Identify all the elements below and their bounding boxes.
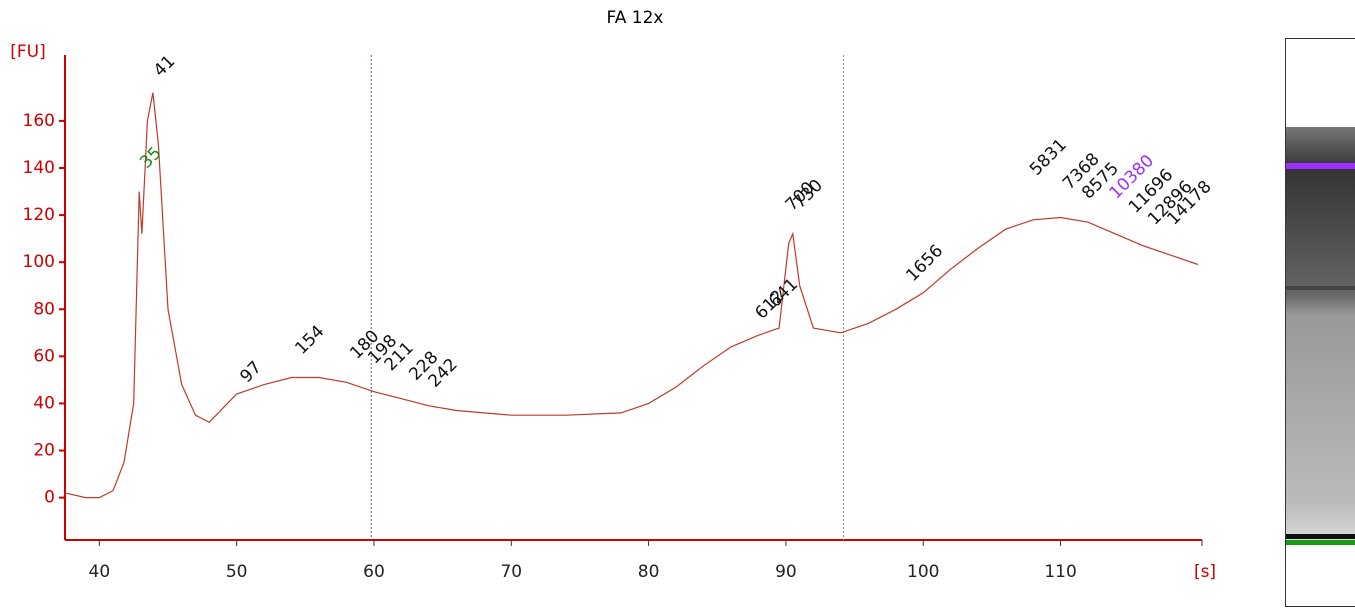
y-tick-label: 120 — [23, 205, 55, 225]
x-tick-label: 100 — [907, 562, 939, 582]
x-tick-label: 80 — [638, 562, 660, 582]
y-tick-label: 0 — [44, 488, 55, 508]
x-tick-label: 70 — [500, 562, 522, 582]
y-tick-label: 140 — [23, 158, 55, 178]
y-tick-label: 80 — [33, 299, 55, 319]
peak-label: 97 — [236, 358, 265, 387]
y-tick-label: 100 — [23, 252, 55, 272]
x-tick-label: 90 — [775, 562, 797, 582]
x-tick-label: 60 — [363, 562, 385, 582]
trace — [64, 92, 1199, 499]
y-tick-label: 160 — [23, 111, 55, 131]
y-tick-label: 20 — [33, 441, 55, 461]
chart-title: FA 12x — [607, 8, 664, 28]
x-tick-label: 40 — [89, 562, 111, 582]
y-axis-label: [FU] — [10, 42, 46, 62]
y-tick-label: 40 — [33, 393, 55, 413]
peak-label: 35 — [136, 143, 165, 172]
x-tick-label: 50 — [226, 562, 248, 582]
peak-label: 1656 — [902, 241, 947, 286]
x-tick-label: 110 — [1044, 562, 1076, 582]
x-axis-label: [s] — [1194, 562, 1216, 582]
peak-label: 154 — [291, 322, 328, 359]
peak-label: 5831 — [1026, 135, 1071, 180]
peak-label: 41 — [150, 51, 179, 80]
gel-image — [1285, 38, 1355, 607]
y-tick-label: 60 — [33, 346, 55, 366]
